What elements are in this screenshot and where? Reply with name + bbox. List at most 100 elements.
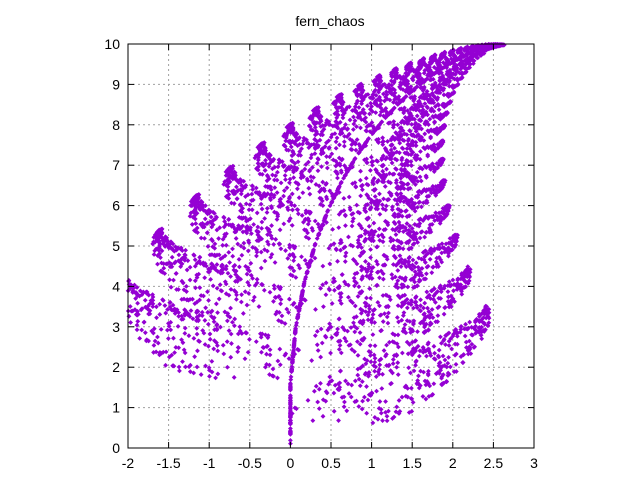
data-point bbox=[372, 414, 378, 420]
data-point bbox=[344, 127, 350, 132]
data-point bbox=[316, 143, 321, 149]
data-point bbox=[329, 378, 335, 384]
data-point bbox=[449, 51, 454, 57]
data-point bbox=[287, 216, 293, 221]
data-point bbox=[228, 354, 234, 360]
data-point bbox=[281, 193, 286, 199]
data-point bbox=[381, 227, 387, 233]
data-point bbox=[349, 142, 355, 148]
data-point bbox=[315, 113, 321, 119]
data-point bbox=[394, 201, 400, 207]
data-point bbox=[168, 284, 174, 290]
data-point bbox=[404, 146, 410, 151]
data-point bbox=[362, 142, 367, 148]
data-point bbox=[359, 187, 365, 193]
data-point bbox=[363, 309, 369, 315]
data-point bbox=[398, 132, 404, 138]
data-point bbox=[416, 353, 422, 359]
data-point bbox=[255, 161, 261, 166]
data-point bbox=[372, 194, 378, 199]
data-point bbox=[214, 322, 220, 328]
data-point bbox=[351, 121, 357, 127]
data-point bbox=[413, 143, 419, 149]
data-point bbox=[255, 157, 261, 163]
data-point bbox=[415, 380, 421, 385]
data-point bbox=[390, 357, 396, 362]
data-point bbox=[449, 91, 455, 97]
data-point bbox=[143, 304, 148, 310]
data-point bbox=[150, 304, 156, 309]
data-point bbox=[404, 118, 410, 124]
data-point bbox=[445, 62, 451, 68]
data-point bbox=[257, 331, 263, 337]
data-point bbox=[213, 214, 219, 220]
data-point bbox=[153, 246, 159, 252]
data-point bbox=[397, 140, 403, 146]
data-point bbox=[408, 159, 414, 165]
data-point bbox=[462, 333, 468, 339]
data-point bbox=[139, 292, 145, 298]
x-tick-label: -1.5 bbox=[157, 455, 181, 471]
data-point bbox=[208, 209, 214, 214]
data-point bbox=[389, 272, 395, 277]
data-point bbox=[246, 291, 252, 296]
data-point bbox=[424, 96, 430, 102]
data-point bbox=[356, 113, 362, 119]
data-point bbox=[261, 287, 267, 293]
data-point bbox=[135, 312, 141, 317]
data-point bbox=[406, 151, 411, 157]
data-point bbox=[372, 87, 378, 93]
data-point bbox=[305, 159, 311, 165]
data-point bbox=[384, 314, 390, 320]
data-point bbox=[368, 359, 374, 365]
data-point bbox=[384, 418, 390, 424]
data-point bbox=[389, 150, 395, 156]
data-point bbox=[368, 353, 373, 358]
data-point bbox=[358, 365, 363, 371]
data-point bbox=[409, 385, 414, 391]
data-point bbox=[367, 111, 372, 117]
data-point bbox=[198, 293, 204, 298]
data-point bbox=[232, 262, 238, 268]
data-point bbox=[360, 97, 366, 103]
data-point bbox=[298, 153, 304, 158]
data-point bbox=[418, 118, 424, 124]
data-point bbox=[362, 356, 368, 362]
data-point bbox=[350, 181, 355, 187]
data-point bbox=[238, 208, 243, 214]
data-point bbox=[245, 248, 251, 254]
data-point bbox=[264, 205, 270, 211]
data-point bbox=[240, 223, 246, 229]
data-point bbox=[334, 135, 340, 141]
data-point bbox=[275, 164, 281, 170]
data-point bbox=[336, 185, 341, 191]
data-point bbox=[247, 202, 253, 207]
data-point bbox=[296, 195, 302, 201]
data-point bbox=[248, 225, 253, 231]
data-point bbox=[258, 249, 264, 255]
data-point bbox=[265, 333, 271, 338]
data-point bbox=[359, 117, 364, 122]
data-point bbox=[357, 383, 363, 389]
data-point bbox=[147, 308, 153, 314]
data-point bbox=[380, 262, 386, 268]
data-point bbox=[295, 136, 300, 142]
data-point bbox=[194, 198, 200, 203]
data-point bbox=[398, 175, 404, 181]
data-point bbox=[168, 239, 174, 245]
data-point bbox=[299, 146, 304, 152]
data-point bbox=[276, 293, 282, 299]
data-point bbox=[133, 296, 139, 301]
data-point bbox=[448, 283, 454, 289]
data-point bbox=[428, 214, 434, 220]
data-point bbox=[203, 203, 208, 209]
data-point bbox=[354, 314, 359, 320]
data-point bbox=[315, 399, 321, 405]
data-point bbox=[447, 236, 453, 241]
data-point bbox=[243, 330, 249, 336]
data-point bbox=[332, 102, 338, 108]
data-point bbox=[464, 45, 469, 51]
data-point bbox=[465, 270, 471, 276]
data-point bbox=[416, 373, 421, 379]
